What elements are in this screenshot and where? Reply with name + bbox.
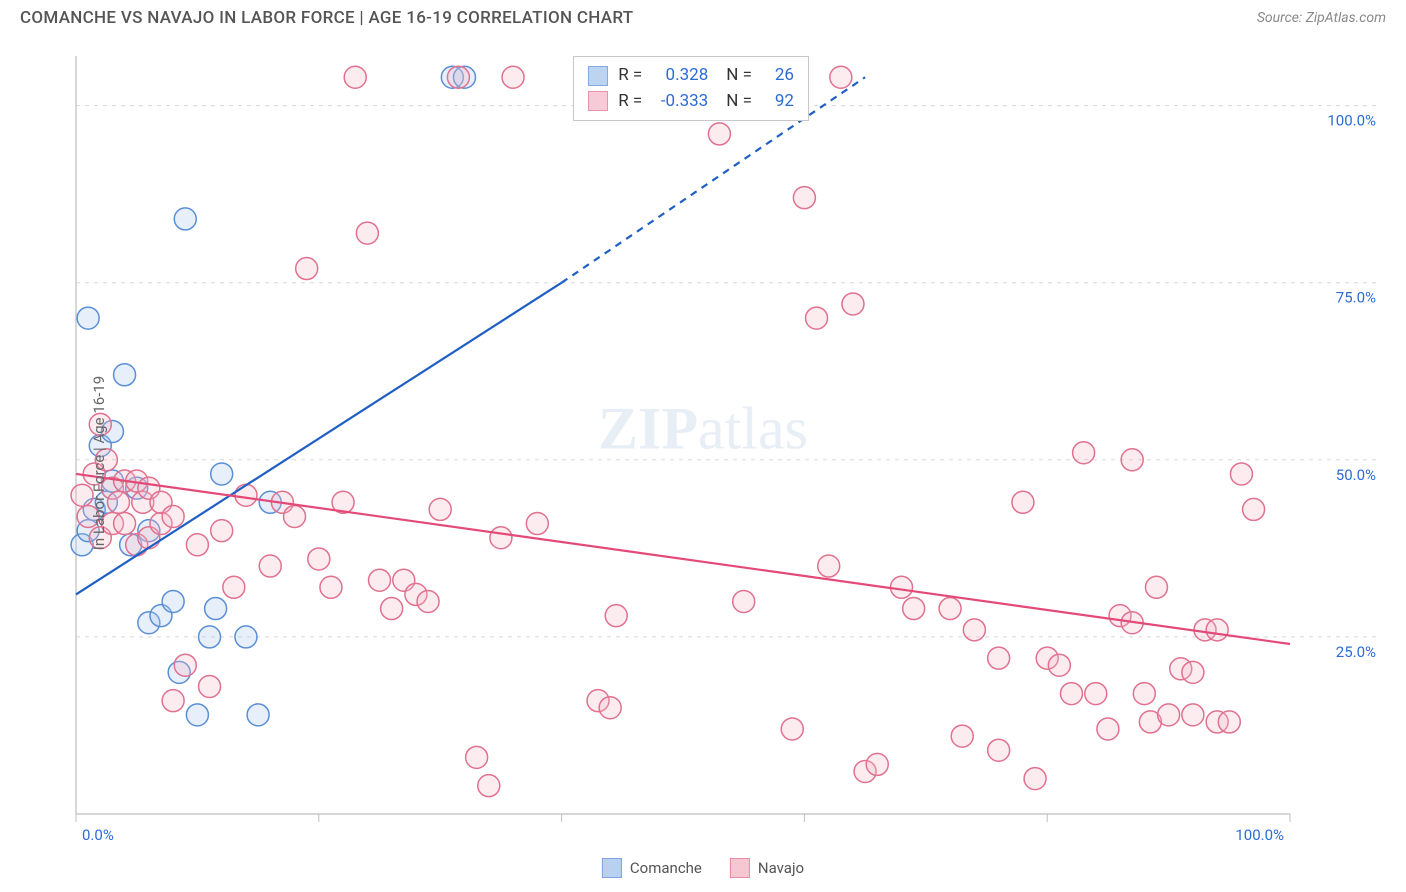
series-comanche xyxy=(71,66,475,726)
legend-item-navajo: Navajo xyxy=(730,858,804,878)
swatch-icon xyxy=(588,66,608,86)
stats-row-comanche: R = 0.328 N = 26 xyxy=(588,63,794,89)
svg-text:75.0%: 75.0% xyxy=(1336,289,1376,307)
swatch-icon xyxy=(588,91,608,111)
swatch-icon xyxy=(730,858,750,878)
n-value: 92 xyxy=(762,89,794,115)
n-label: N = xyxy=(726,63,752,89)
r-label: R = xyxy=(618,89,642,115)
r-value: 0.328 xyxy=(652,63,708,89)
legend-item-comanche: Comanche xyxy=(602,858,702,878)
y-axis-label: In Labor Force | Age 16-19 xyxy=(90,376,108,550)
n-value: 26 xyxy=(762,63,794,89)
legend: Comanche Navajo xyxy=(602,858,804,878)
r-label: R = xyxy=(618,63,642,89)
legend-label: Navajo xyxy=(758,859,804,877)
svg-text:50.0%: 50.0% xyxy=(1336,466,1376,484)
correlation-stats-box: R = 0.328 N = 26 R = -0.333 N = 92 xyxy=(573,56,809,121)
svg-text:25.0%: 25.0% xyxy=(1336,643,1376,661)
legend-label: Comanche xyxy=(630,859,702,877)
scatter-chart: 25.0% 50.0% 75.0% 100.0% 0.0% 100.0% xyxy=(20,44,1386,882)
series-navajo xyxy=(71,66,1265,796)
n-label: N = xyxy=(726,89,752,115)
r-value: -0.333 xyxy=(652,89,708,115)
swatch-icon xyxy=(602,858,622,878)
chart-title: COMANCHE VS NAVAJO IN LABOR FORCE | AGE … xyxy=(20,8,633,28)
svg-text:100.0%: 100.0% xyxy=(1327,112,1376,130)
chart-container: In Labor Force | Age 16-19 ZIPatlas 25.0… xyxy=(20,44,1386,882)
source-attribution: Source: ZipAtlas.com xyxy=(1257,10,1386,26)
svg-text:100.0%: 100.0% xyxy=(1235,826,1284,844)
stats-row-navajo: R = -0.333 N = 92 xyxy=(588,89,794,115)
svg-text:0.0%: 0.0% xyxy=(82,826,114,844)
